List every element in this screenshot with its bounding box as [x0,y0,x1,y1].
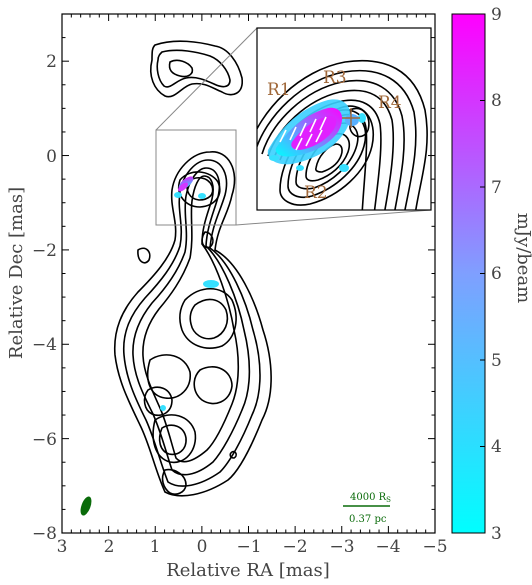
y-axis-label: Relative Dec [mas] [6,187,27,359]
y-tick-labels: 2 0 −2 −4 −6 −8 [32,52,57,544]
jet-contours [113,151,272,497]
y-tick-label: −8 [32,524,57,544]
y-tick-label: −6 [32,430,57,450]
x-tick-label: 2 [104,537,115,557]
y-tick-label: 0 [46,147,57,167]
y-tick-label: −4 [32,335,57,355]
colorbar-tick-label: 6 [491,264,502,284]
zoom-box [155,129,237,226]
x-tick-label: −3 [329,537,354,557]
region-label: R4 [378,93,402,113]
colorbar-tick-label: 4 [491,437,502,457]
flux-colour-main [160,176,219,411]
inset-panel: R1 R2 R3 R4 [256,27,432,211]
colorbar: 3 4 5 6 7 8 9 mJy/beam [451,5,532,544]
colorbar-tick-label: 9 [491,5,502,25]
x-axis-label: Relative RA [mas] [166,560,330,581]
x-tick-label: −2 [282,537,307,557]
x-tick-labels: 3 2 1 0 −1 −2 −3 −4 −5 [57,537,448,557]
zoom-line [235,209,432,226]
svg-text:4000 RS: 4000 RS [350,492,391,504]
axis-ticks [61,13,435,534]
x-tick-label: −5 [422,537,447,557]
x-tick-label: −4 [375,537,400,557]
region-label: R2 [304,183,328,203]
y-tick-label: −2 [32,241,57,261]
colorbar-tick-label: 3 [491,524,502,544]
upper-contours [149,40,243,98]
colorbar-tick-label: 8 [491,91,502,111]
region-label: R3 [323,68,347,88]
x-tick-label: −1 [236,537,261,557]
x-tick-label: 0 [197,537,208,557]
svg-text:0.37 pc: 0.37 pc [349,514,387,525]
x-tick-label: 3 [57,537,68,557]
colorbar-tick-label: 7 [491,178,502,198]
zoom-line [155,27,258,131]
scale-bar: 4000 RS 0.37 pc [343,492,391,525]
region-label: R1 [267,80,291,100]
polarization-ticks [279,116,327,151]
x-tick-label: 1 [150,537,161,557]
y-tick-label: 2 [46,52,57,72]
beam-ellipse [80,496,92,516]
colorbar-tick-label: 5 [491,351,502,371]
colorbar-label: mJy/beam [513,213,532,304]
